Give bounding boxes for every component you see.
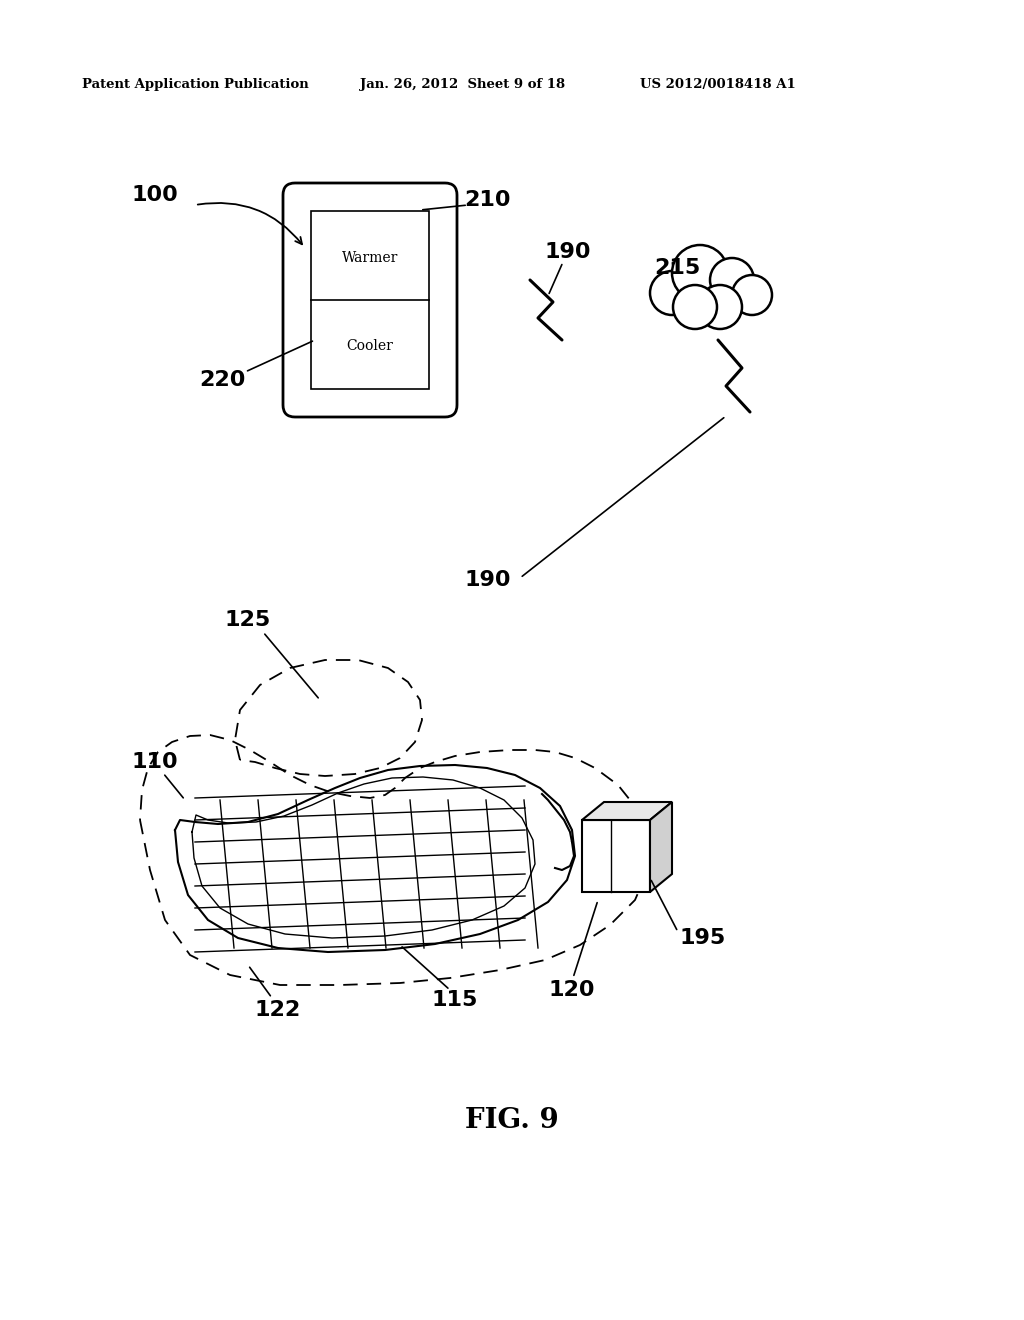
Text: Jan. 26, 2012  Sheet 9 of 18: Jan. 26, 2012 Sheet 9 of 18 [360, 78, 565, 91]
Circle shape [698, 285, 742, 329]
Text: 220: 220 [199, 370, 245, 389]
Text: Warmer: Warmer [342, 251, 398, 265]
Text: 215: 215 [654, 257, 700, 279]
Circle shape [710, 257, 754, 302]
Polygon shape [582, 803, 672, 820]
Text: 120: 120 [549, 979, 595, 1001]
Circle shape [672, 246, 728, 301]
Polygon shape [650, 803, 672, 892]
Text: 190: 190 [545, 242, 591, 261]
Bar [311, 211, 429, 389]
Bar [582, 820, 650, 892]
Text: 125: 125 [225, 610, 271, 630]
Circle shape [732, 275, 772, 315]
FancyBboxPatch shape [283, 183, 457, 417]
Text: 115: 115 [432, 990, 478, 1010]
Text: 210: 210 [465, 190, 511, 210]
FancyArrowPatch shape [198, 203, 302, 244]
Text: US 2012/0018418 A1: US 2012/0018418 A1 [640, 78, 796, 91]
Text: Patent Application Publication: Patent Application Publication [82, 78, 309, 91]
Text: Cooler: Cooler [346, 339, 393, 354]
Text: 195: 195 [680, 928, 726, 948]
Circle shape [673, 285, 717, 329]
Text: 100: 100 [132, 185, 178, 205]
Text: 110: 110 [132, 752, 178, 772]
Circle shape [650, 271, 694, 315]
Text: 190: 190 [465, 570, 511, 590]
Text: FIG. 9: FIG. 9 [465, 1106, 559, 1134]
Text: 122: 122 [255, 1001, 301, 1020]
